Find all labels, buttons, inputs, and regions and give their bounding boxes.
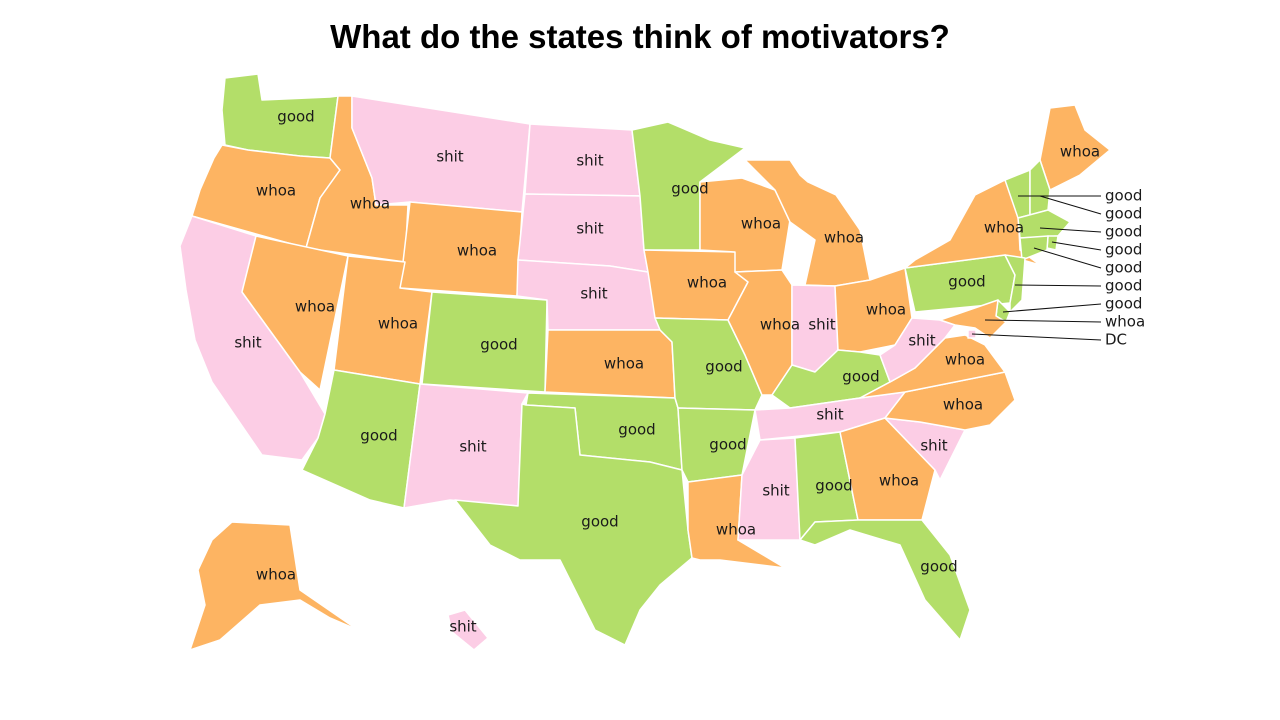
state-label-ia: whoa [687,274,727,292]
callout-label-nh: good [1105,205,1142,223]
state-label-ky: good [842,368,879,386]
state-label-wa: good [277,108,314,126]
state-label-tn: shit [816,406,843,424]
state-ma [1017,209,1071,239]
state-label-il: whoa [760,316,800,334]
state-tx [454,403,693,646]
state-label-ms: shit [762,482,789,500]
state-label-or: whoa [256,182,296,200]
state-label-ar: good [709,436,746,454]
state-wv [879,317,956,383]
state-nv [241,235,349,391]
state-label-ks: whoa [604,355,644,373]
state-label-sc: shit [920,437,947,455]
state-label-tx: good [581,513,618,531]
state-il [727,269,793,396]
state-label-ok: good [618,421,655,439]
state-ak [189,521,359,651]
callout-label-dc: DC [1105,331,1127,349]
state-label-ny: whoa [984,219,1024,237]
state-label-va: whoa [945,351,985,369]
state-label-nm: shit [459,438,486,456]
state-label-wy: whoa [457,242,497,260]
state-label-mo: good [705,358,742,376]
state-label-ca: shit [234,334,261,352]
callout-label-ma: good [1105,223,1142,241]
state-label-mt: shit [436,148,463,166]
state-label-hi: shit [449,618,476,636]
callout-label-md: whoa [1105,313,1145,331]
state-hi [447,609,489,651]
state-label-nc: whoa [943,396,983,414]
state-label-oh: whoa [866,301,906,319]
map-title: What do the states think of motivators? [330,18,950,55]
callout-leader-nh [1039,195,1102,215]
state-nh [1029,159,1051,216]
callout-leader-nj [1014,284,1102,287]
state-label-pa: good [948,273,985,291]
callout-label-vt: good [1105,187,1142,205]
state-label-ne: shit [580,285,607,303]
state-label-me: whoa [1060,143,1100,161]
state-label-az: good [360,427,397,445]
state-label-id: whoa [350,195,390,213]
state-ga [839,417,936,521]
state-label-in: shit [808,316,835,334]
labels-layer: goodwhoashitwhoawhoashitwhoawhoagoodgood… [234,108,1100,636]
state-label-sd: shit [576,220,603,238]
state-fl [799,519,971,641]
state-label-la: whoa [716,521,756,539]
callout-leader-ct [1033,247,1102,269]
state-label-fl: good [920,558,957,576]
state-label-wi: whoa [741,215,781,233]
state-me [1039,104,1111,191]
state-label-ak: whoa [256,566,296,584]
state-label-al: good [815,477,852,495]
state-label-ut: whoa [378,315,418,333]
callout-leader-md [984,319,1102,323]
state-label-wv: shit [908,332,935,350]
state-label-mi: whoa [824,229,864,247]
state-ms [737,437,801,541]
callout-leader-dc [971,333,1102,341]
callout-label-de: good [1105,295,1142,313]
state-label-ga: whoa [879,472,919,490]
state-label-mn: good [671,180,708,198]
callout-leader-de [1002,303,1102,313]
state-label-nv: whoa [295,298,335,316]
state-label-nd: shit [576,152,603,170]
callout-label-ri: good [1105,241,1142,259]
callout-leader-ma [1039,227,1102,233]
state-label-co: good [480,336,517,354]
state-md [939,299,1007,339]
callout-leader-ri [1051,241,1102,251]
callout-label-nj: good [1105,277,1142,295]
states-layer [179,73,1111,651]
callout-label-ct: good [1105,259,1142,277]
